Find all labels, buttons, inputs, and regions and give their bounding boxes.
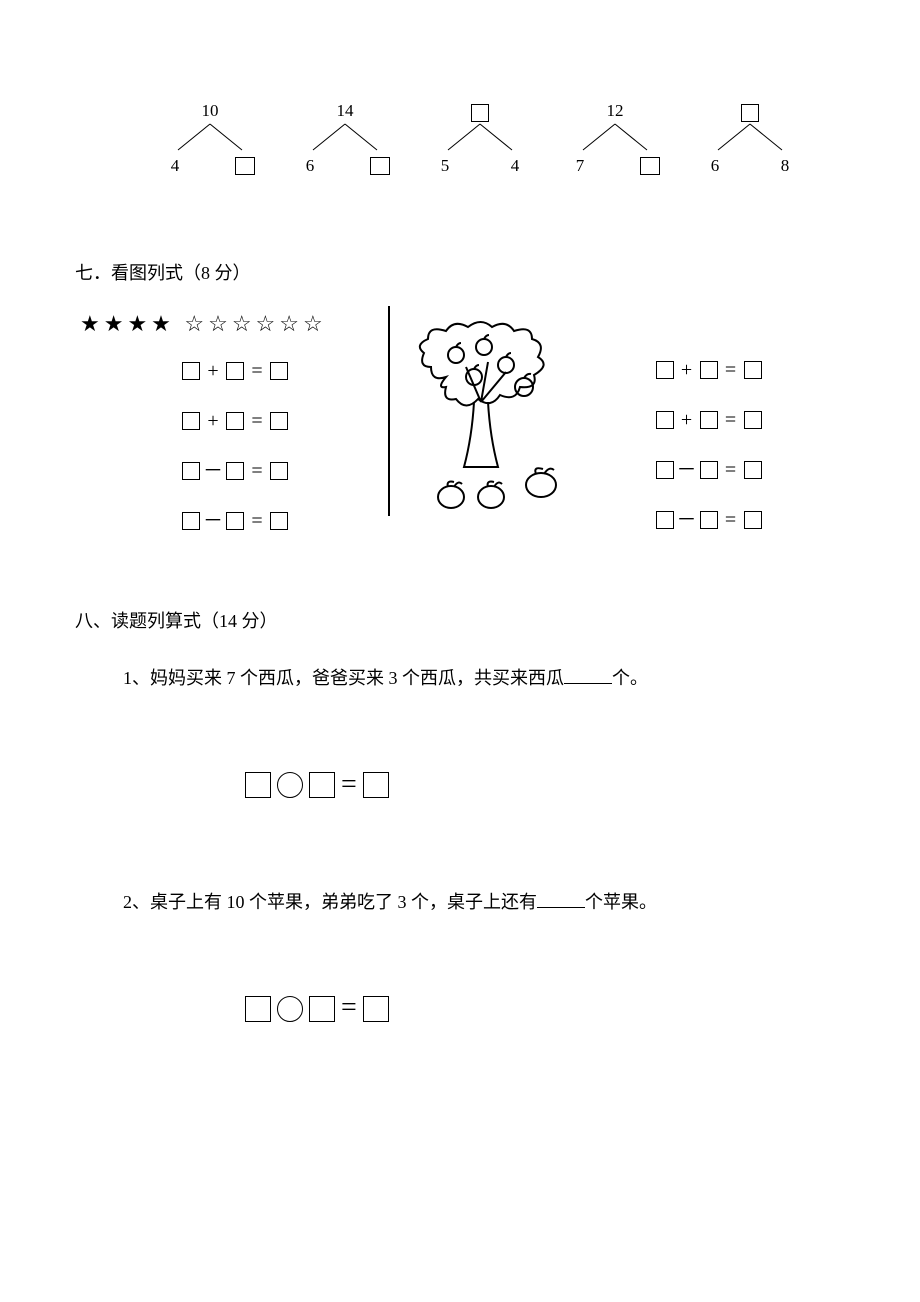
q1-suffix: 个。 xyxy=(612,668,648,688)
bond-lines xyxy=(575,122,655,152)
bond-top-val: 12 xyxy=(607,97,624,124)
bond-lines xyxy=(440,122,520,152)
bond-right-box xyxy=(235,152,255,179)
operand-box[interactable] xyxy=(309,772,335,798)
eq-line: += xyxy=(656,404,762,436)
number-bond-5: 6 8 xyxy=(695,100,805,179)
question-2: 2、桌子上有 10 个苹果，弟弟吃了 3 个，桌子上还有 个苹果。 xyxy=(75,888,845,917)
eq-line: －= xyxy=(656,454,762,486)
stars-outline: ☆☆☆☆☆☆ xyxy=(184,311,326,336)
bond-left-val: 5 xyxy=(435,152,455,179)
section-7-header: 七．看图列式（8 分） xyxy=(75,259,845,288)
blank-line[interactable] xyxy=(537,890,585,908)
number-bond-3: 5 4 xyxy=(425,100,535,179)
bond-right-box xyxy=(370,152,390,179)
section-8-header: 八、读题列算式（14 分） xyxy=(75,607,845,636)
bond-lines xyxy=(305,122,385,152)
number-bond-1: 10 4 xyxy=(155,100,265,179)
equals-sign: = xyxy=(341,986,357,1031)
operator-circle[interactable] xyxy=(277,772,303,798)
question-1: 1、妈妈买来 7 个西瓜，爸爸买来 3 个西瓜，共买来西瓜 个。 xyxy=(75,664,845,693)
equation-2: = xyxy=(75,986,845,1031)
bond-left-val: 7 xyxy=(570,152,590,179)
stars-filled: ★★★★ xyxy=(80,311,175,336)
eq-line: += xyxy=(182,355,288,387)
q2-prefix: 2、桌子上有 10 个苹果，弟弟吃了 3 个，桌子上还有 xyxy=(123,892,537,912)
number-bonds-row: 10 4 14 6 5 4 12 7 xyxy=(75,100,845,179)
stars-row: ★★★★ ☆☆☆☆☆☆ xyxy=(75,306,382,341)
bond-top-val: 14 xyxy=(337,97,354,124)
operand-box[interactable] xyxy=(309,996,335,1022)
number-bond-2: 14 6 xyxy=(290,100,400,179)
result-box[interactable] xyxy=(363,996,389,1022)
bond-lines xyxy=(710,122,790,152)
q1-prefix: 1、妈妈买来 7 个西瓜，爸爸买来 3 个西瓜，共买来西瓜 xyxy=(123,668,564,688)
eq-line: －= xyxy=(182,455,288,487)
eq-line: += xyxy=(182,405,288,437)
bond-right-val: 8 xyxy=(775,152,795,179)
bond-right-box xyxy=(640,152,660,179)
bond-lines xyxy=(170,122,250,152)
bond-left-val: 4 xyxy=(165,152,185,179)
equations-left-col: += += －= －= xyxy=(75,349,375,537)
equations-right-col: += += －= －= xyxy=(626,306,845,537)
blank-line[interactable] xyxy=(564,666,612,684)
eq-line: －= xyxy=(182,505,288,537)
bond-top-box xyxy=(741,97,759,124)
tree-illustration xyxy=(396,306,625,537)
eq-line: += xyxy=(656,354,762,386)
bond-top-box xyxy=(471,97,489,124)
number-bond-4: 12 7 xyxy=(560,100,670,179)
equation-1: = xyxy=(75,763,845,808)
operator-circle[interactable] xyxy=(277,996,303,1022)
apple-tree-icon xyxy=(406,317,616,527)
section-7-body: ★★★★ ☆☆☆☆☆☆ += += －= －= xyxy=(75,306,845,537)
operand-box[interactable] xyxy=(245,772,271,798)
bond-right-val: 4 xyxy=(505,152,525,179)
bond-left-val: 6 xyxy=(705,152,725,179)
bond-left-val: 6 xyxy=(300,152,320,179)
operand-box[interactable] xyxy=(245,996,271,1022)
result-box[interactable] xyxy=(363,772,389,798)
q2-suffix: 个苹果。 xyxy=(585,892,657,912)
divider xyxy=(388,306,390,516)
bond-top-val: 10 xyxy=(202,97,219,124)
equals-sign: = xyxy=(341,763,357,808)
eq-line: －= xyxy=(656,504,762,536)
section-8: 八、读题列算式（14 分） 1、妈妈买来 7 个西瓜，爸爸买来 3 个西瓜，共买… xyxy=(75,607,845,1031)
